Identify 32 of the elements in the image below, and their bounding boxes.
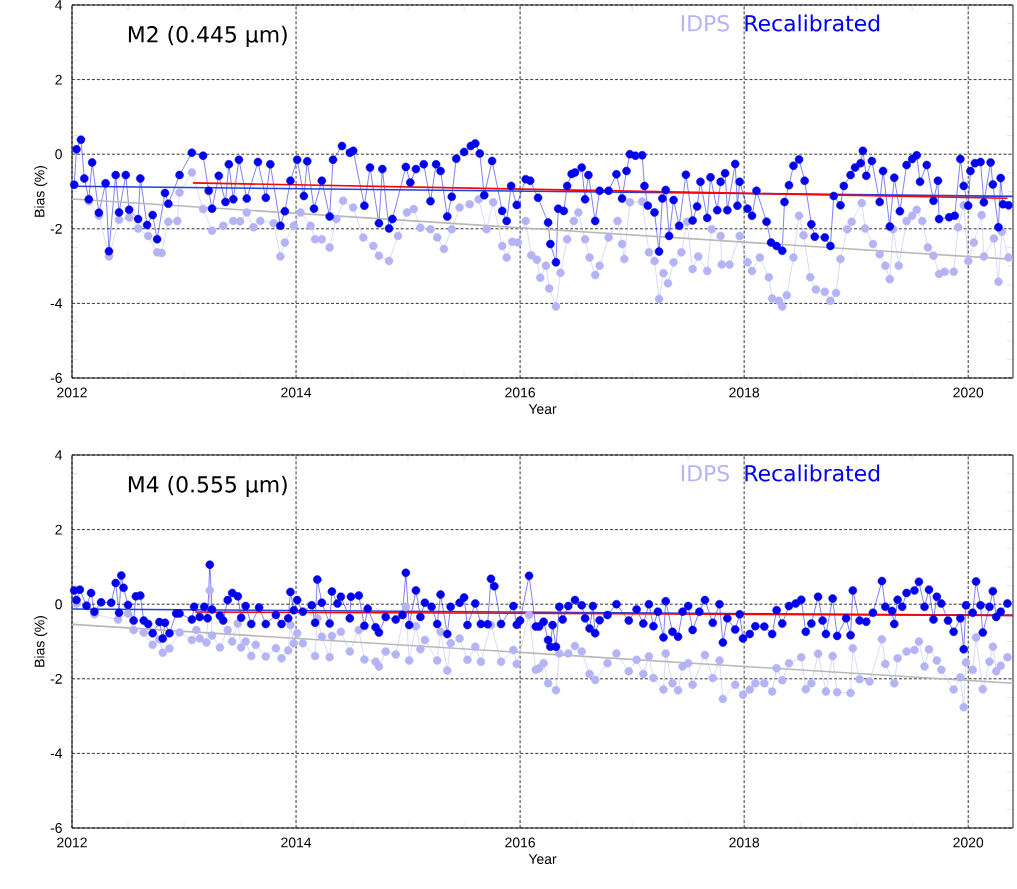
text: IDPS [681, 464, 729, 482]
text: Recalibrated [745, 464, 880, 482]
y-tick-label: 2 [55, 74, 62, 85]
y-axis-title: Bias (%) [34, 616, 48, 667]
text: M2 (0.445 µm) [128, 25, 287, 47]
y-tick-label: -2 [50, 223, 62, 234]
x-tick-label: 2020 [953, 837, 984, 848]
x-tick-label: 2020 [953, 387, 984, 398]
x-tick-label: 2012 [57, 387, 87, 398]
y-axis-title: Bias (%) [34, 166, 48, 217]
y-tick-label: 2 [55, 524, 62, 535]
x-axis-title: Year [528, 404, 557, 414]
x-tick-label: 2018 [729, 837, 760, 848]
x-tick-label: 2016 [505, 387, 535, 398]
x-tick-label: 2014 [281, 387, 312, 398]
x-tick-label: 2016 [505, 837, 535, 848]
y-tick-label: -2 [50, 673, 62, 684]
text: Recalibrated [745, 14, 880, 32]
x-axis-title: Year [528, 854, 557, 864]
y-tick-label: 4 [55, 0, 63, 10]
x-tick-label: 2014 [281, 837, 312, 848]
y-tick-label: 0 [55, 599, 62, 610]
y-tick-label: 0 [55, 149, 62, 160]
y-tick-label: -6 [50, 823, 62, 833]
text: M4 (0.555 µm) [128, 475, 287, 497]
y-tick-label: -4 [50, 298, 63, 309]
y-tick-label: -6 [50, 373, 62, 383]
x-tick-label: 2012 [57, 837, 87, 848]
x-tick-label: 2018 [729, 387, 760, 398]
y-tick-label: 4 [55, 450, 63, 460]
text: IDPS [681, 14, 729, 32]
y-tick-label: -4 [50, 748, 63, 759]
